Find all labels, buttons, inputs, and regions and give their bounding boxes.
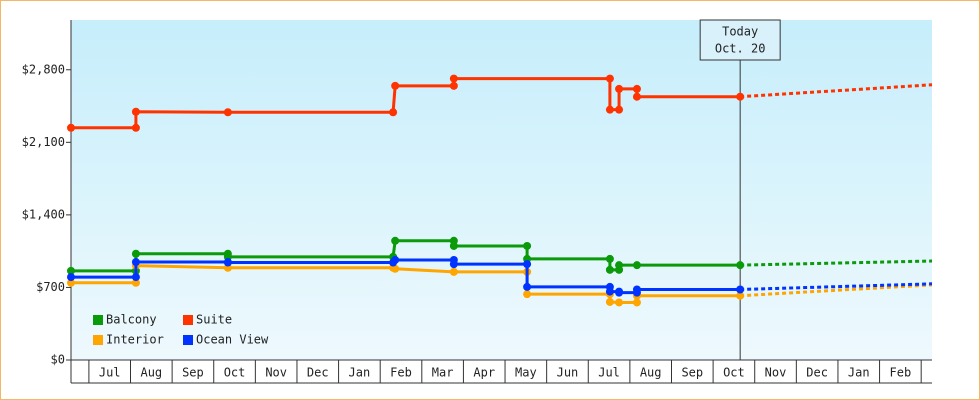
x-tick-label: Jun — [557, 366, 579, 380]
x-tick-label: Jul — [99, 366, 121, 380]
legend-label: Interior — [106, 333, 164, 347]
data-point — [391, 264, 400, 273]
data-point — [389, 108, 398, 117]
forecast-line — [740, 282, 933, 292]
today-box — [699, 19, 781, 61]
data-point — [131, 278, 140, 287]
x-tick-label: Aug — [640, 366, 662, 380]
data-point — [736, 291, 745, 300]
x-tick-label: Oct — [723, 366, 745, 380]
legend-swatch — [183, 315, 193, 325]
legend-swatch — [183, 335, 193, 345]
data-point — [605, 74, 614, 83]
y-tick-label: $700 — [36, 280, 65, 294]
data-point — [523, 260, 532, 269]
data-point — [391, 236, 400, 245]
data-point — [223, 108, 232, 117]
data-point — [632, 92, 641, 101]
x-tick-label: Oct — [224, 366, 246, 380]
forecast-line — [740, 259, 933, 267]
data-point — [67, 278, 75, 287]
x-tick-label: Mar — [432, 366, 454, 380]
data-point — [131, 123, 140, 132]
data-point — [632, 298, 641, 307]
data-point — [449, 241, 458, 250]
legend-swatch — [93, 315, 103, 325]
legend-label: Ocean View — [196, 333, 269, 347]
data-point — [632, 285, 641, 294]
x-tick-label: Jul — [598, 366, 620, 380]
x-tick-label: Dec — [307, 366, 329, 380]
x-tick-label: Sep — [182, 366, 204, 380]
data-point — [449, 267, 458, 276]
data-point — [605, 105, 614, 114]
data-point — [523, 290, 532, 299]
data-point — [67, 273, 75, 282]
x-tick-label: Nov — [765, 366, 787, 380]
today-label: Today — [722, 25, 758, 39]
plot-area — [71, 20, 932, 360]
data-point — [632, 84, 641, 93]
data-point — [615, 298, 624, 307]
data-point — [523, 282, 532, 291]
data-point — [391, 81, 400, 90]
legend-label: Balcony — [106, 313, 157, 327]
x-tick-label: Feb — [890, 366, 912, 380]
x-tick-label: Sep — [681, 366, 703, 380]
data-point — [131, 273, 140, 282]
data-point — [449, 81, 458, 90]
data-point — [223, 258, 232, 267]
data-point — [736, 92, 745, 101]
data-point — [605, 297, 614, 306]
x-tick-label: May — [515, 366, 537, 380]
data-point — [736, 285, 745, 294]
data-point — [632, 261, 641, 270]
x-tick-label: Dec — [806, 366, 828, 380]
data-point — [736, 261, 745, 270]
data-point — [449, 260, 458, 269]
data-point — [131, 107, 140, 116]
x-tick-label: Nov — [265, 366, 287, 380]
today-label: Oct. 20 — [715, 42, 766, 56]
data-point — [605, 254, 614, 263]
y-tick-label: $2,800 — [22, 62, 65, 76]
x-tick-label: Aug — [140, 366, 162, 380]
data-point — [615, 261, 624, 270]
data-point — [615, 105, 624, 114]
data-point — [605, 287, 614, 296]
data-point — [391, 255, 400, 264]
data-point — [523, 241, 532, 250]
legend-swatch — [93, 335, 103, 345]
legend-label: Suite — [196, 313, 232, 327]
data-point — [615, 84, 624, 93]
data-point — [67, 123, 75, 132]
x-tick-label: Jan — [848, 366, 870, 380]
data-point — [131, 249, 140, 258]
x-tick-label: Feb — [390, 366, 412, 380]
data-point — [449, 74, 458, 83]
data-point — [605, 265, 614, 274]
data-point — [131, 258, 140, 267]
x-tick-label: Jan — [349, 366, 371, 380]
data-point — [67, 266, 75, 275]
y-tick-label: $2,100 — [22, 135, 65, 149]
x-tick-label: Apr — [473, 366, 495, 380]
y-tick-label: $0 — [51, 353, 65, 367]
data-point — [615, 288, 624, 297]
y-tick-label: $1,400 — [22, 207, 65, 221]
